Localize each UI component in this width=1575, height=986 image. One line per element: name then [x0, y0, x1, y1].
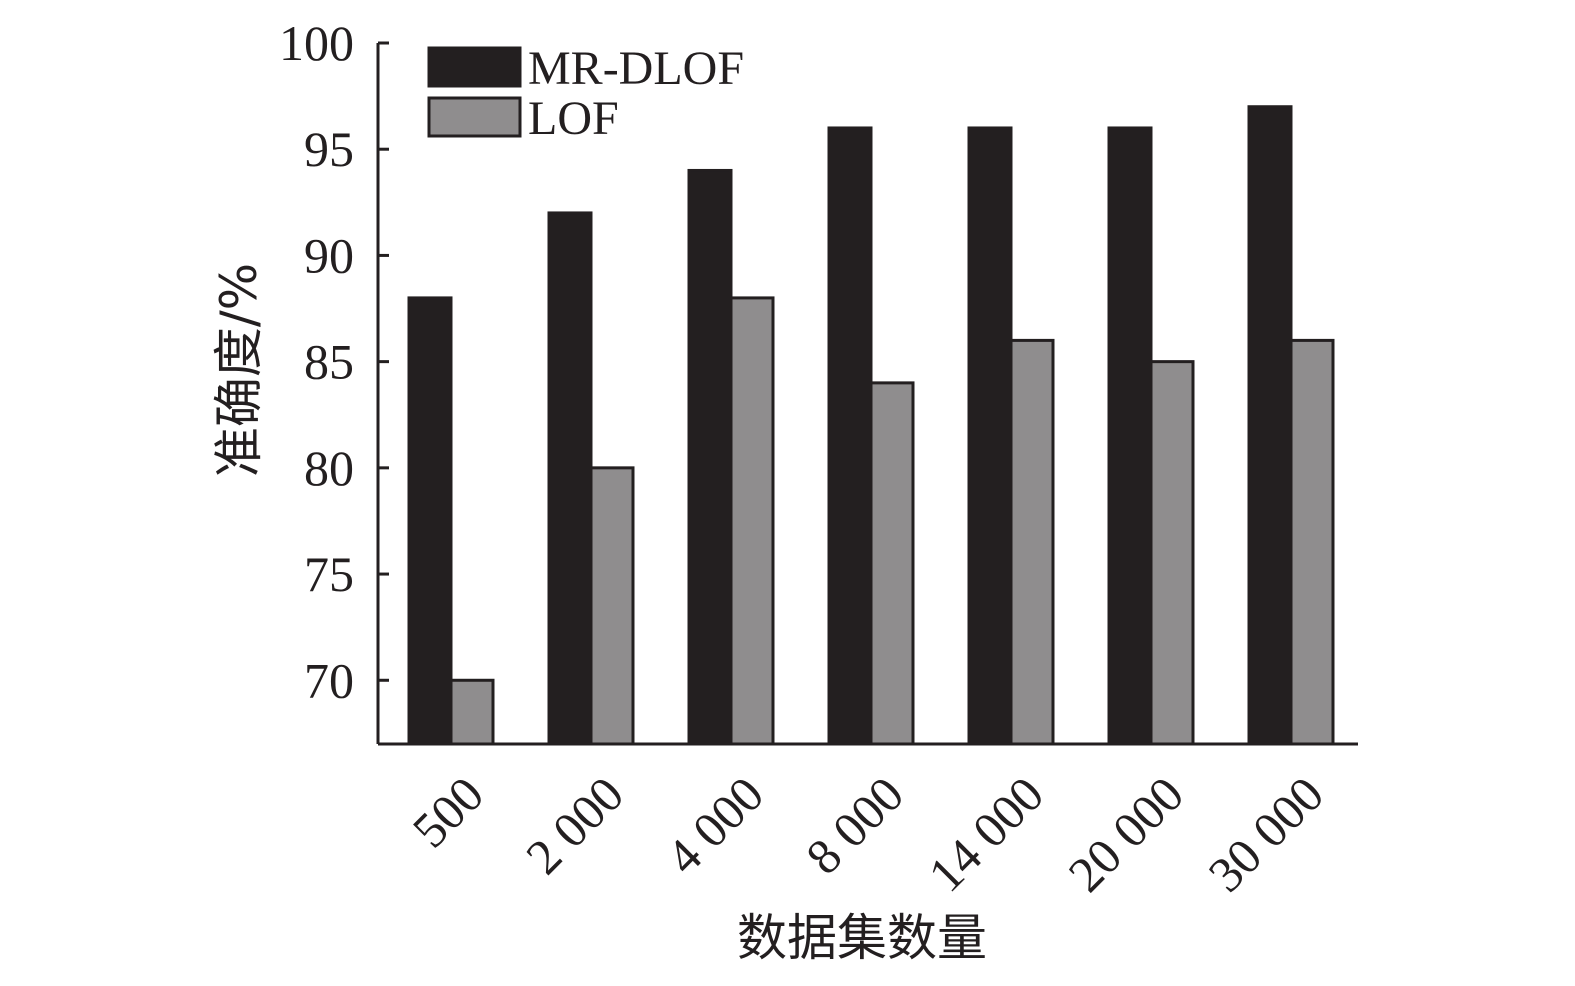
x-tick-label-4: 14 000 — [917, 766, 1054, 903]
bar-mr-dlof-1 — [547, 211, 593, 746]
bar-lof-2 — [729, 296, 775, 746]
x-tick-label-3: 8 000 — [795, 766, 914, 885]
y-tick-label-4: 90 — [304, 227, 354, 283]
x-tick-label-2: 4 000 — [655, 766, 774, 885]
y-tick-label-0: 70 — [304, 652, 354, 708]
y-axis-label: 准确度/% — [210, 263, 268, 477]
legend-label-1: LOF — [528, 92, 619, 145]
y-tick-label-3: 85 — [304, 334, 354, 390]
x-axis-label: 数据集数量 — [737, 909, 987, 967]
bar-mr-dlof-2 — [687, 168, 733, 746]
bar-lof-1 — [589, 466, 635, 746]
y-tick-label-1: 75 — [304, 546, 354, 602]
y-tick-label-2: 80 — [304, 440, 354, 496]
axes-layer — [376, 43, 1358, 746]
x-tick-label-1: 2 000 — [515, 766, 634, 885]
bar-mr-dlof-0 — [407, 296, 453, 746]
bar-mr-dlof-6 — [1247, 105, 1293, 746]
legend-label-0: MR-DLOF — [528, 42, 744, 95]
bars-layer — [407, 105, 1335, 746]
bar-mr-dlof-5 — [1107, 126, 1153, 746]
bar-mr-dlof-4 — [967, 126, 1013, 746]
y-ticks: 70 75 80 85 90 95 100 — [279, 15, 389, 708]
x-tick-label-6: 30 000 — [1197, 766, 1334, 903]
x-tick-label-0: 500 — [402, 766, 495, 859]
legend-swatch-0 — [427, 46, 522, 88]
bar-mr-dlof-3 — [827, 126, 873, 746]
bar-lof-0 — [449, 678, 495, 746]
bar-lof-5 — [1149, 360, 1195, 746]
bar-lof-4 — [1009, 338, 1055, 746]
x-ticks: 500 2 000 4 000 8 000 14 000 20 000 30 000 — [402, 766, 1335, 903]
y-tick-label-5: 95 — [304, 121, 354, 177]
y-tick-label-6: 100 — [279, 15, 354, 71]
bar-lof-3 — [869, 381, 915, 746]
bar-lof-6 — [1289, 338, 1335, 746]
x-tick-label-5: 20 000 — [1057, 766, 1194, 903]
legend-swatch-1 — [427, 96, 522, 138]
